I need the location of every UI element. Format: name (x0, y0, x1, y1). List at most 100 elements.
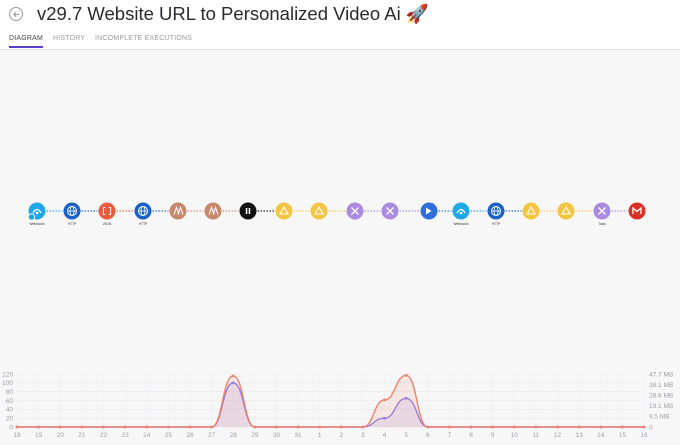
series-point[interactable] (296, 425, 300, 429)
module-node[interactable] (275, 202, 293, 220)
module-node[interactable] (346, 202, 364, 220)
x-tick-label: 22 (100, 432, 108, 439)
series-point[interactable] (123, 425, 127, 429)
series-point[interactable] (426, 425, 430, 429)
series-point[interactable] (15, 425, 19, 429)
series-point[interactable] (188, 425, 192, 429)
y-left-tick-label: 80 (6, 389, 14, 396)
series-point[interactable] (556, 425, 559, 429)
module-label: HTTP (68, 222, 76, 226)
module-node[interactable] (628, 202, 646, 220)
module-node[interactable] (310, 202, 328, 220)
tab-incomplete-executions[interactable]: INCOMPLETE EXECUTIONS (95, 35, 193, 42)
module-node[interactable]: Webhooks (27, 202, 46, 227)
module-node[interactable] (420, 202, 438, 220)
google-drive-icon (526, 205, 536, 215)
series-point[interactable] (599, 425, 603, 429)
module-label: JSON (103, 222, 112, 226)
x-tick-label: 31 (294, 432, 302, 439)
module-node[interactable]: Tools (593, 202, 611, 227)
series-point[interactable] (404, 396, 408, 400)
x-tick-label: 20 (57, 432, 65, 439)
x-tick-label: 1 (318, 432, 322, 439)
page-title: v29.7 Website URL to Personalized Video … (37, 3, 429, 24)
back-button[interactable] (9, 7, 23, 21)
module-circle[interactable] (310, 202, 328, 220)
x-tick-label: 24 (143, 432, 151, 439)
series-point[interactable] (404, 373, 408, 377)
series-point[interactable] (577, 425, 581, 429)
x-tick-label: 4 (383, 432, 387, 439)
module-label: Tools (598, 222, 606, 226)
module-node[interactable]: Webhooks (452, 202, 470, 227)
module-circle[interactable] (98, 202, 116, 220)
series-point[interactable] (339, 425, 343, 429)
y-right-tick-label: 9.5 MB (649, 414, 670, 421)
module-label: Webhooks (29, 222, 44, 226)
module-node[interactable]: HTTP (487, 202, 505, 227)
module-node[interactable] (381, 202, 399, 220)
module-node[interactable] (557, 202, 575, 220)
module-label: HTTP (139, 222, 147, 226)
module-node[interactable] (522, 202, 540, 220)
series-point[interactable] (534, 425, 538, 429)
webhooks-icon (32, 208, 42, 215)
module-node[interactable] (239, 202, 257, 220)
y-left-tick-label: 20 (6, 415, 14, 422)
series-point[interactable] (231, 374, 235, 378)
x-tick-label: 5 (404, 432, 408, 439)
ai-logo-icon (173, 205, 184, 215)
y-right-tick-label: 19.1 MB (649, 403, 673, 410)
series-point[interactable] (620, 425, 624, 429)
module-node[interactable]: HTTP (134, 202, 152, 227)
x-tick-label: 8 (469, 432, 473, 439)
tab-history[interactable]: HISTORY (53, 35, 86, 42)
http-globe-icon (491, 206, 501, 216)
series-point[interactable] (145, 425, 149, 429)
arrow-right-icon (426, 207, 432, 215)
series-point[interactable] (491, 425, 495, 429)
tab-diagram[interactable]: DIAGRAM (9, 35, 44, 49)
module-circle[interactable] (522, 202, 540, 220)
module-node[interactable]: HTTP (63, 202, 81, 227)
series-point[interactable] (253, 425, 257, 429)
module-node[interactable]: JSON (98, 202, 116, 227)
x-tick-label: 15 (619, 432, 627, 439)
module-circle[interactable] (557, 202, 575, 220)
scenario-diagram: Webhooks HTTP JSON HTTP Webhooks HTTP Tools (27, 202, 646, 227)
series-point[interactable] (448, 425, 451, 429)
series-point[interactable] (512, 425, 516, 429)
trigger-clock-icon[interactable] (27, 213, 36, 221)
series-point[interactable] (469, 425, 473, 429)
series-point[interactable] (80, 425, 84, 429)
x-tick-label: 21 (78, 432, 86, 439)
series-point[interactable] (383, 398, 386, 402)
series-point[interactable] (210, 425, 213, 429)
ai-logo-icon (208, 205, 219, 215)
series-point[interactable] (37, 425, 41, 429)
series-point[interactable] (102, 425, 105, 429)
series-area (17, 382, 644, 427)
header: v29.7 Website URL to Personalized Video … (0, 0, 680, 50)
module-circle[interactable] (239, 202, 257, 220)
module-circle[interactable] (452, 202, 470, 220)
series-point[interactable] (318, 425, 322, 429)
series-point[interactable] (383, 416, 386, 420)
x-tick-label: 19 (35, 432, 43, 439)
series-point[interactable] (642, 425, 646, 429)
module-node[interactable] (204, 202, 222, 220)
x-tick-label: 27 (208, 432, 216, 439)
series-point[interactable] (166, 425, 170, 429)
module-circle[interactable] (275, 202, 293, 220)
module-node[interactable] (169, 202, 187, 220)
series-point[interactable] (58, 425, 62, 429)
series-point[interactable] (231, 381, 235, 385)
series-point[interactable] (361, 425, 365, 429)
tools-icon (386, 207, 394, 215)
series-point[interactable] (275, 425, 278, 429)
x-tick-label: 23 (121, 432, 129, 439)
json-brackets-icon (102, 207, 112, 215)
y-left-tick-label: 0 (9, 424, 13, 431)
x-tick-label: 26 (186, 432, 194, 439)
